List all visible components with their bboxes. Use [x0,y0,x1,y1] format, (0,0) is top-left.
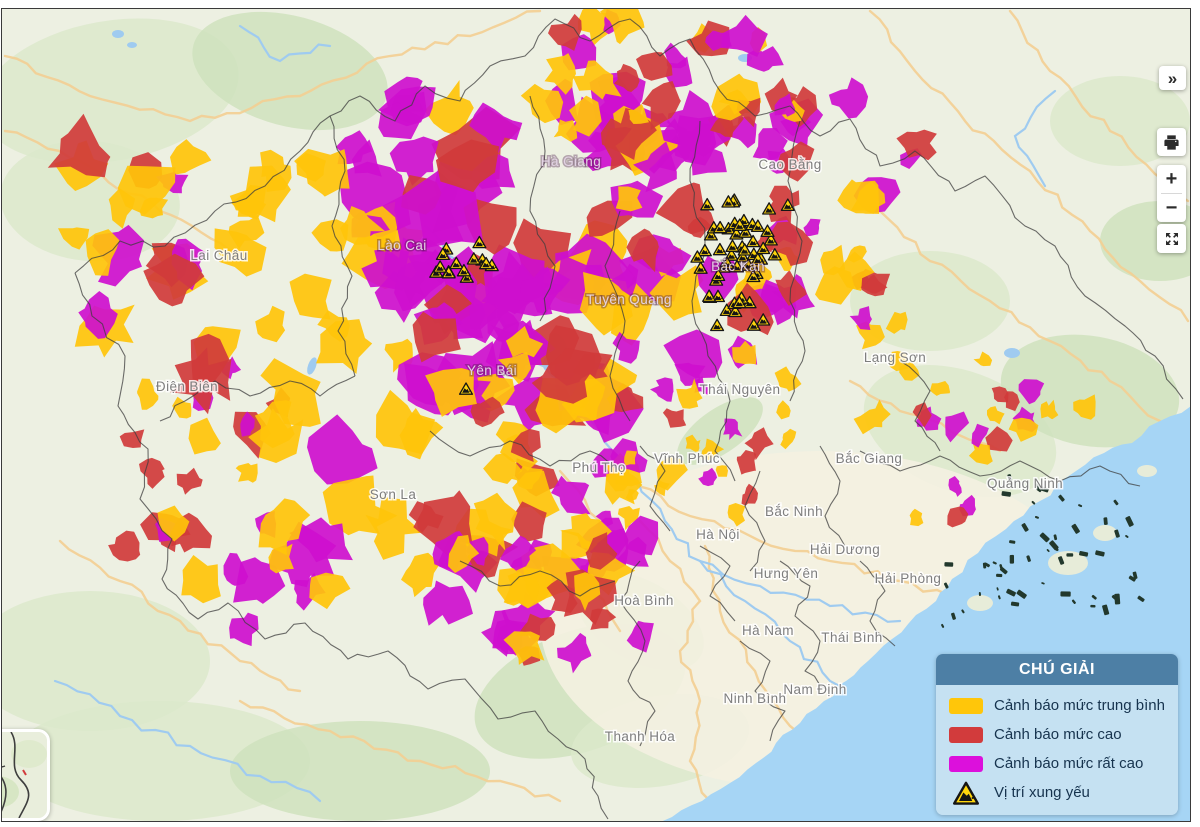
print-button[interactable] [1157,128,1186,156]
chevron-double-right-icon: » [1167,68,1178,88]
province-label: Bắc Giang [836,451,903,466]
legend: CHÚ GIẢI Cảnh báo mức trung bình Cảnh bá… [936,654,1178,815]
province-label: Hoà Bình [614,593,674,608]
legend-item-medium-warning: Cảnh báo mức trung bình [949,693,1178,718]
zoom-control-divider [1161,193,1182,194]
province-label: Vĩnh Phúc [654,451,720,466]
fullscreen-button[interactable] [1157,224,1186,253]
province-label: Hải Dương [810,542,880,557]
province-label: Tuyên Quang [586,292,672,307]
high-warning-swatch [949,726,983,743]
province-label: Lai Châu [190,248,247,263]
province-label: Ninh Bình [724,691,787,706]
legend-item-very-high-warning: Cảnh báo mức rất cao [949,751,1178,776]
legend-title: CHÚ GIẢI [936,654,1178,685]
plus-icon: + [1165,168,1178,190]
province-label: Bắc Ninh [765,504,823,519]
legend-item-label: Cảnh báo mức rất cao [994,755,1144,772]
legend-item-critical-location: Vị trí xung yếu [949,780,1178,805]
province-label: Điện Biên [156,379,218,394]
islands-layer [941,465,1157,628]
province-label: Lạng Sơn [864,350,926,365]
province-label: Hưng Yên [754,566,819,581]
province-label: Phú Thọ [572,460,626,475]
province-label: Hà Giang [541,154,601,169]
province-labels-layer: Lai Châu Điện Biên Sơn La Lào Cai Yên Bái Hà … [154,153,1064,746]
zoom-out-button[interactable]: − [1157,194,1186,222]
zoom-control: + − [1157,165,1186,222]
legend-body: Cảnh báo mức trung bình Cảnh báo mức cao… [936,685,1178,815]
landslide-triangle-icon [949,781,983,805]
very-high-warning-swatch [949,755,983,772]
medium-warning-swatch [949,697,983,714]
province-label: Hà Nội [696,527,740,542]
sidebar-expand-button[interactable]: » [1159,66,1186,90]
province-label: Cao Bằng [758,157,821,172]
fullscreen-icon [1165,232,1178,245]
province-label: Sơn La [370,487,417,502]
overview-map-graphic [2,732,47,818]
province-label: Quảng Ninh [987,476,1063,491]
province-label: Nam Định [783,682,846,697]
province-label: Bắc Kạn [711,259,765,274]
overview-map-inset[interactable] [2,729,50,821]
province-borders-layer [74,18,1184,820]
map-viewport[interactable]: Lai Châu Điện Biên Sơn La Lào Cai Yên Bái Hà … [1,8,1191,822]
minus-icon: − [1165,197,1178,219]
province-label: Yên Bái [467,363,517,378]
warning-overlay-layer [47,9,1096,674]
province-label: Thái Nguyên [700,382,781,397]
province-label: Thái Bình [821,630,882,645]
legend-item-label: Cảnh báo mức cao [994,726,1122,743]
province-label: Thanh Hóa [605,729,675,744]
province-label: Lào Cai [377,238,426,253]
printer-icon [1164,134,1179,150]
legend-item-label: Cảnh báo mức trung bình [994,697,1165,714]
legend-item-label: Vị trí xung yếu [994,784,1090,801]
zoom-in-button[interactable]: + [1157,165,1186,193]
legend-item-high-warning: Cảnh báo mức cao [949,722,1178,747]
province-label: Hà Nam [742,623,794,638]
province-label: Hải Phòng [875,571,942,586]
